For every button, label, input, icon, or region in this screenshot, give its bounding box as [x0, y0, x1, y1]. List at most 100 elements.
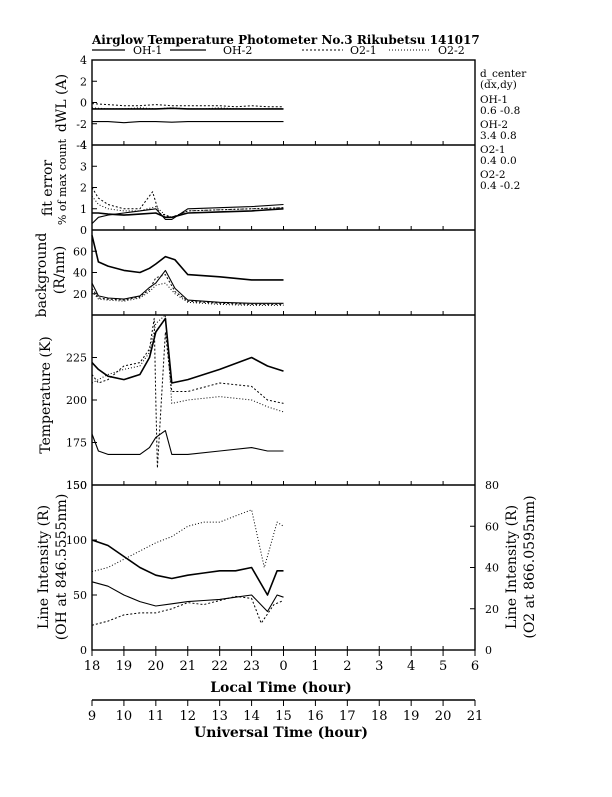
series-temp-oh1: [91, 317, 284, 384]
ytick-label-bg-1: 40: [73, 267, 87, 280]
ylabel-bg: background: [34, 233, 50, 318]
ytick-label-int-0: 150: [66, 479, 87, 492]
xtick-label-local-0: 18: [84, 659, 101, 674]
side-oh1: OH-1: [480, 94, 508, 106]
series-temp-o21: [91, 317, 284, 469]
xtick-label-utc-11: 20: [435, 709, 452, 724]
series-bg-o22: [91, 282, 284, 306]
xtick-label-utc-9: 18: [371, 709, 388, 724]
xtick-label-local-1: 19: [116, 659, 133, 674]
ytick-label-dwl-4: -4: [76, 139, 87, 152]
series-int-o22: [91, 509, 284, 573]
xtick-label-local-2: 20: [148, 659, 165, 674]
ytick-label-dwl-3: -2: [76, 118, 87, 131]
series-int-o21: [91, 595, 284, 626]
xtick-label-local-11: 5: [439, 659, 447, 674]
xtick-label-utc-8: 17: [339, 709, 356, 724]
ytick-label-fit-2: 2: [80, 182, 87, 195]
ylabel-right-int-unit: (O2 at 866.0595nm): [522, 495, 538, 638]
ylabel-fit: fit error: [40, 160, 56, 217]
series-fit-o21: [91, 187, 284, 218]
series-bg-oh2: [91, 269, 284, 304]
xtick-label-utc-4: 13: [211, 709, 228, 724]
xtick-label-local-12: 6: [471, 659, 479, 674]
series-dwl-oh1: [92, 107, 284, 110]
side-o22: O2-2: [480, 169, 506, 181]
series-dwl-oh2: [92, 121, 284, 124]
series-bg-o21: [91, 274, 284, 305]
chart-title: Airglow Temperature Photometer No.3 Riku…: [91, 33, 480, 47]
legend-label-o21: O2-1: [350, 44, 377, 57]
ylabel-dwl: dWL (A): [54, 74, 70, 132]
axis-ticks: 420-2-4432106040202252001751501501005008…: [66, 54, 499, 657]
series-lines: [91, 103, 284, 626]
xtick-label-utc-10: 19: [403, 709, 420, 724]
xtick-label-local-6: 0: [279, 659, 287, 674]
xtick-label-utc-2: 11: [148, 709, 165, 724]
xtick-label-local-10: 4: [407, 659, 415, 674]
ylabel-fit-unit: % of max count: [56, 138, 69, 225]
ytick-label-bg-2: 20: [73, 288, 87, 301]
xtick-label-local-9: 3: [375, 659, 383, 674]
xtick-label-utc-12: 21: [467, 709, 484, 724]
side-oh1-values: 0.6 -0.8: [480, 105, 520, 117]
ylabel-temp: Temperature (K): [38, 336, 54, 454]
xtick-label-utc-0: 9: [88, 709, 96, 724]
series-bg-oh1: [91, 235, 284, 281]
ytick-label-temp-1: 200: [66, 394, 87, 407]
side-o21: O2-1: [480, 144, 506, 156]
ylabel-int-unit: (OH at 846.5555nm): [54, 494, 70, 641]
xtick-label-utc-1: 10: [116, 709, 133, 724]
ytick-label-fit-0: 4: [80, 139, 87, 152]
ylabel-bg-unit: (R/nm): [52, 246, 68, 294]
side-o22-values: 0.4 -0.2: [480, 180, 520, 192]
series-dwl-o22: [91, 107, 284, 110]
xlabel-universal-time: Universal Time (hour): [194, 725, 368, 741]
ytick-label-temp-2: 175: [66, 437, 87, 450]
side-o21-values: 0.4 0.0: [480, 155, 517, 167]
series-dwl-o21: [91, 103, 284, 108]
side-d-center: d_center: [480, 68, 527, 80]
ytick-right-label-3: 20: [485, 603, 499, 616]
ytick-right-label-2: 40: [485, 562, 499, 575]
ylabel-int: Line Intensity (R): [36, 505, 52, 629]
xtick-label-local-4: 22: [211, 659, 228, 674]
ytick-right-label-4: 0: [485, 644, 492, 657]
ytick-label-temp-0: 225: [66, 352, 87, 365]
x-axes: 18 19 20 21 22 23 0 1 2 3 4 5 69 10 11 12 13 14 15 16 17 18 19…: [84, 650, 484, 724]
legend-label-oh2: OH-2: [223, 44, 252, 57]
series-fit-oh2: [91, 203, 284, 224]
ytick-label-dwl-1: 2: [80, 75, 87, 88]
ylabel-right-int: Line Intensity (R): [504, 505, 520, 629]
xtick-label-local-7: 1: [311, 659, 319, 674]
series-int-oh1: [91, 539, 284, 596]
ytick-label-fit-3: 1: [80, 203, 87, 216]
ytick-label-dwl-0: 4: [80, 54, 87, 67]
ytick-label-dwl-2: 0: [80, 97, 87, 110]
ytick-label-bg-0: 60: [73, 245, 87, 258]
ytick-label-fit-1: 3: [80, 160, 87, 173]
xtick-label-local-8: 2: [343, 659, 351, 674]
side-oh2-values: 3.4 0.8: [480, 130, 517, 142]
series-temp-o22: [91, 314, 284, 413]
legend-label-oh1: OH-1: [133, 44, 162, 57]
side-dxdy: (dx,dy): [480, 79, 517, 91]
ytick-label-temp-3: 150: [66, 479, 87, 492]
center-offset-labels: d_center (dx,dy) OH-1 0.6 -0.8 OH-2 3.4 …: [480, 68, 527, 192]
ytick-label-int-3: 0: [80, 644, 87, 657]
xlabel-local-time: Local Time (hour): [210, 680, 352, 696]
xtick-label-local-5: 23: [243, 659, 260, 674]
series-temp-oh2: [91, 430, 284, 455]
series-fit-oh1: [92, 208, 284, 219]
series-int-oh2: [91, 581, 284, 613]
side-oh2: OH-2: [480, 119, 508, 131]
xtick-label-utc-3: 12: [179, 709, 196, 724]
legend-label-o22: O2-2: [438, 44, 465, 57]
xtick-label-utc-7: 16: [307, 709, 324, 724]
ytick-label-int-1: 100: [66, 534, 87, 547]
xtick-label-utc-6: 15: [275, 709, 292, 724]
xtick-label-utc-5: 14: [243, 709, 260, 724]
legend: OH-1 OH-2 O2-1 O2-2: [92, 44, 465, 57]
